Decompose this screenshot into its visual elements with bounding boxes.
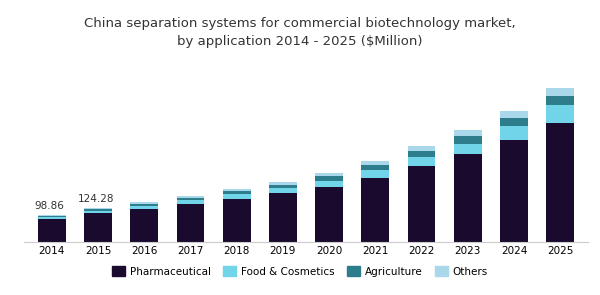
Bar [269, 185, 297, 188]
Bar [454, 136, 482, 144]
Bar [130, 202, 158, 204]
Bar [38, 217, 65, 219]
Bar [500, 111, 528, 118]
Bar [269, 193, 297, 242]
Bar [84, 214, 112, 242]
Bar [315, 181, 343, 187]
Bar [176, 200, 204, 204]
Bar [84, 208, 112, 209]
Bar [408, 146, 436, 151]
Bar [176, 196, 204, 198]
Bar [408, 151, 436, 157]
Bar [223, 191, 251, 194]
Bar [84, 211, 112, 214]
Bar [38, 219, 65, 242]
Bar [38, 215, 65, 216]
Bar [176, 204, 204, 242]
Bar [361, 161, 389, 165]
Bar [500, 118, 528, 126]
Text: China separation systems for commercial biotechnology market,
by application 201: China separation systems for commercial … [84, 17, 516, 48]
Bar [500, 140, 528, 242]
Bar [547, 96, 574, 105]
Bar [223, 194, 251, 199]
Bar [130, 204, 158, 206]
Bar [547, 88, 574, 96]
Bar [269, 188, 297, 193]
Bar [408, 166, 436, 242]
Bar [315, 176, 343, 181]
Text: 98.86: 98.86 [34, 201, 64, 211]
Bar [361, 165, 389, 171]
Bar [315, 173, 343, 176]
Bar [547, 105, 574, 123]
Bar [84, 209, 112, 211]
Legend: Pharmaceutical, Food & Cosmetics, Agriculture, Others: Pharmaceutical, Food & Cosmetics, Agricu… [108, 262, 492, 281]
Bar [130, 206, 158, 209]
Bar [130, 209, 158, 242]
Bar [454, 130, 482, 136]
Bar [408, 157, 436, 166]
Bar [361, 171, 389, 178]
Bar [454, 144, 482, 154]
Bar [269, 182, 297, 185]
Bar [547, 123, 574, 242]
Bar [500, 126, 528, 140]
Bar [223, 199, 251, 242]
Bar [454, 154, 482, 242]
Bar [223, 189, 251, 191]
Bar [315, 187, 343, 242]
Text: 124.28: 124.28 [77, 194, 114, 204]
Bar [38, 216, 65, 217]
Bar [361, 178, 389, 242]
Bar [176, 198, 204, 200]
